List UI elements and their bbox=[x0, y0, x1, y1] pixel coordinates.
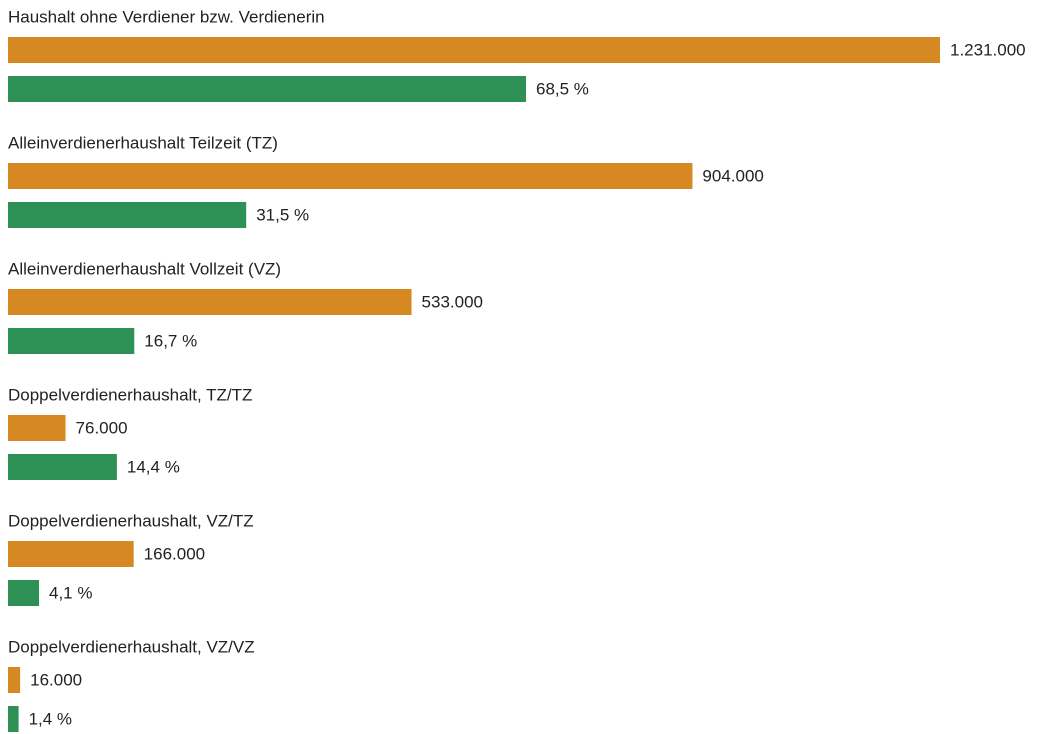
bar bbox=[8, 580, 40, 606]
bar bbox=[8, 37, 940, 63]
category-label: Doppelverdienerhaushalt, VZ/VZ bbox=[8, 637, 255, 656]
value-label: 16.000 bbox=[30, 670, 82, 689]
value-label: 1,4 % bbox=[29, 709, 72, 728]
bar bbox=[8, 454, 117, 480]
category-label: Doppelverdienerhaushalt, TZ/TZ bbox=[8, 385, 252, 404]
bar bbox=[8, 328, 135, 354]
value-label: 4,1 % bbox=[49, 583, 92, 602]
value-label: 1.231.000 bbox=[950, 40, 1026, 59]
bar bbox=[8, 289, 412, 315]
value-label: 16,7 % bbox=[144, 331, 197, 350]
value-label: 904.000 bbox=[702, 166, 763, 185]
category-label: Alleinverdienerhaushalt Teilzeit (TZ) bbox=[8, 133, 278, 152]
value-label: 14,4 % bbox=[127, 457, 180, 476]
bar bbox=[8, 202, 247, 228]
value-label: 166.000 bbox=[144, 544, 205, 563]
value-label: 76.000 bbox=[76, 418, 128, 437]
category-label: Alleinverdienerhaushalt Vollzeit (VZ) bbox=[8, 259, 281, 278]
value-label: 68,5 % bbox=[536, 79, 589, 98]
bar bbox=[8, 706, 19, 732]
bar bbox=[8, 667, 21, 693]
bar bbox=[8, 415, 66, 441]
bar bbox=[8, 76, 526, 102]
value-label: 533.000 bbox=[422, 292, 483, 311]
value-label: 31,5 % bbox=[256, 205, 309, 224]
bar bbox=[8, 541, 134, 567]
category-label: Doppelverdienerhaushalt, VZ/TZ bbox=[8, 511, 254, 530]
bar bbox=[8, 163, 693, 189]
category-label: Haushalt ohne Verdiener bzw. Verdienerin bbox=[8, 7, 325, 26]
